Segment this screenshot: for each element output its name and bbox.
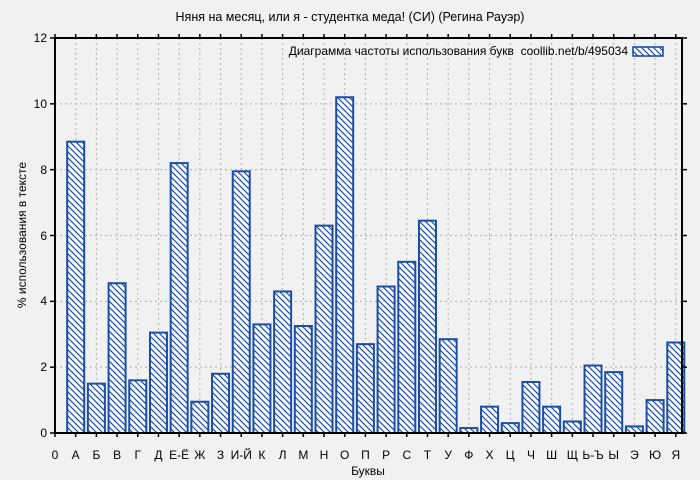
bar-Н: [314, 224, 334, 434]
x-tick-label-Р: Р: [382, 448, 391, 462]
bar-Г: [128, 379, 148, 435]
x-tick-label-М: М: [298, 448, 309, 462]
bar-Ч: [521, 380, 541, 434]
bar-Ь-Ъ: [583, 364, 603, 435]
legend-swatch: [632, 46, 664, 57]
x-tick-label-Ч: Ч: [526, 448, 535, 462]
bar-И-Й: [231, 170, 251, 434]
y-tick-label-4: 4: [40, 294, 47, 309]
bar-Ж: [190, 400, 210, 434]
bar-Л: [273, 290, 293, 435]
x-tick-label-А: А: [71, 448, 80, 462]
x-tick-label-С: С: [402, 448, 412, 462]
x-tick-label-Ю: Ю: [649, 448, 662, 462]
bar-Ш: [542, 405, 562, 434]
bar-Ц: [500, 422, 520, 434]
bar-Р: [376, 285, 396, 435]
y-tick-label-12: 12: [33, 31, 47, 45]
x-tick-label-Ц: Ц: [505, 448, 515, 462]
x-tick-label-И-Й: И-Й: [230, 448, 252, 462]
chart-title: Няня на месяц, или я - студентка меда! (…: [175, 10, 525, 24]
x-tick-label-К: К: [258, 448, 266, 462]
x-tick-label-Ж: Ж: [194, 448, 206, 462]
y-tick-label-6: 6: [40, 228, 47, 243]
bar-Щ: [562, 420, 582, 434]
bars: [66, 96, 686, 435]
bar-З: [211, 372, 231, 434]
x-tick-label-Я: Я: [671, 448, 681, 462]
x-tick-label-Д: Д: [154, 448, 163, 462]
y-tick-label-2: 2: [40, 360, 47, 375]
x-tick-label-Ы: Ы: [608, 448, 620, 462]
bar-Е-Ё: [169, 162, 189, 434]
bar-Д: [148, 331, 168, 434]
x-tick-label-Г: Г: [134, 448, 142, 462]
bar-А: [66, 140, 86, 434]
x-tick-label-Х: Х: [485, 448, 494, 462]
x-tick-label-В: В: [113, 448, 122, 462]
bar-М: [293, 325, 313, 435]
x-tick-label-Ш: Ш: [546, 448, 558, 462]
x-tick-label-У: У: [444, 448, 452, 462]
legend-label: Диаграмма частоты использования букв coo…: [288, 44, 628, 58]
x-tick-label-Щ: Щ: [566, 448, 578, 462]
bar-С: [397, 260, 417, 435]
bar-У: [438, 338, 458, 434]
bar-Б: [86, 382, 106, 434]
x-tick-label-Ф: Ф: [464, 448, 474, 462]
bar-Ю: [645, 399, 665, 435]
x-tick-label-Б: Б: [92, 448, 101, 462]
bar-Х: [480, 405, 500, 434]
y-tick-label-10: 10: [33, 96, 47, 111]
bar-Т: [417, 219, 437, 434]
plot-frame-and-ticks: [50, 34, 687, 437]
bar-П: [355, 343, 375, 434]
x-origin-label: 0: [51, 448, 59, 462]
x-tick-label-З: З: [216, 448, 225, 462]
x-tick-label-Н: Н: [319, 448, 329, 462]
bar-К: [252, 323, 272, 434]
x-tick-label-О: О: [340, 448, 350, 462]
y-tick-label-0: 0: [40, 426, 47, 440]
x-tick-label-Ь-Ъ: Ь-Ъ: [582, 448, 604, 462]
y-tick-label-8: 8: [40, 162, 47, 177]
bar-О: [335, 96, 355, 434]
x-axis-title: Буквы: [351, 464, 385, 478]
x-tick-label-Л: Л: [278, 448, 287, 462]
x-tick-label-Т: Т: [423, 448, 432, 462]
x-tick-label-Э: Э: [630, 448, 639, 462]
x-tick-label-Е-Ё: Е-Ё: [169, 448, 190, 462]
bar-Ы: [604, 371, 624, 434]
x-tick-label-П: П: [361, 448, 370, 462]
bar-В: [107, 282, 127, 434]
